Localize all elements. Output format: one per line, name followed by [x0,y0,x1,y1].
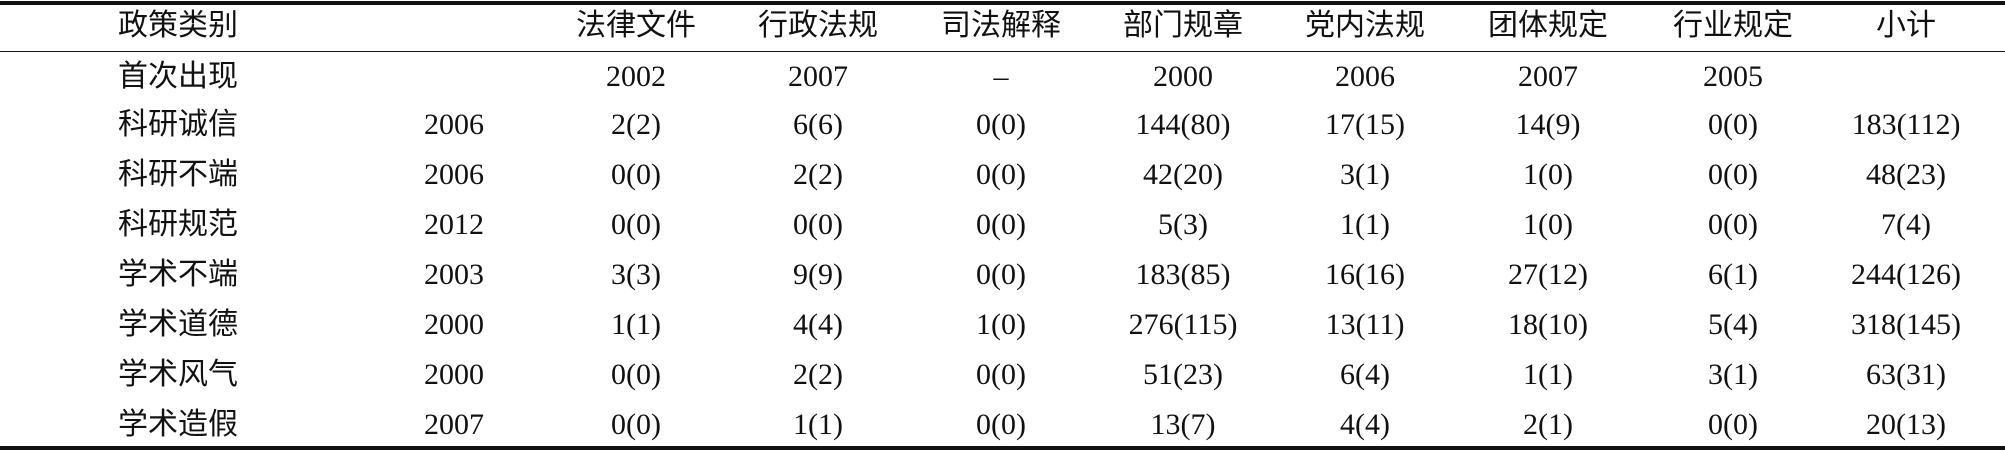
cell: 20(13) [1866,408,1946,441]
cell: 2(1) [1523,408,1573,441]
cell: 4(4) [793,308,843,341]
row-label: 学术风气 [118,358,238,391]
cell: 48(23) [1866,158,1946,191]
cell: 3(1) [1708,358,1758,391]
row-label: 学术造假 [118,408,238,441]
row-label: 学术不端 [118,258,238,291]
cell: 13(11) [1325,308,1405,341]
cell: 1(1) [793,408,843,441]
cell: 1(0) [1523,208,1573,241]
cell: 14(9) [1515,108,1581,141]
row-label: 首次出现 [118,60,238,93]
cell: 0(0) [793,208,843,241]
year-cell: 2007 [424,408,484,441]
cell: 0(0) [1708,158,1758,191]
cell: 4(4) [1340,408,1390,441]
cell: 1(1) [611,308,661,341]
cell: 2007 [1518,60,1578,93]
year-cell: 2012 [424,208,484,241]
cell: 2(2) [793,158,843,191]
cell: 0(0) [611,158,661,191]
cell: 0(0) [1708,208,1758,241]
bottom-rule [0,446,2005,450]
cell: 7(4) [1881,208,1931,241]
header-label: 政策类别 [118,9,238,42]
cell: 183(112) [1851,108,1961,141]
cell: 0(0) [1708,408,1758,441]
cell: 0(0) [1708,108,1758,141]
cell: 0(0) [976,408,1026,441]
row-label: 学术道德 [118,308,238,341]
column-header: 司法解释 [941,9,1061,42]
cell: 1(0) [1523,158,1573,191]
row-label: 科研规范 [118,208,238,241]
cell: 17(15) [1325,108,1405,141]
cell: 6(4) [1340,358,1390,391]
cell: 0(0) [976,108,1026,141]
cell: 0(0) [976,208,1026,241]
cell: 3(1) [1340,158,1390,191]
cell: 5(4) [1708,308,1758,341]
cell: 6(1) [1708,258,1758,291]
cell: 318(145) [1851,308,1961,341]
column-header: 法律文件 [576,9,696,42]
year-cell: 2006 [424,158,484,191]
cell: 2000 [1153,60,1213,93]
cell: 2006 [1335,60,1395,93]
year-cell: 2003 [424,258,484,291]
cell: 0(0) [611,208,661,241]
row-label: 科研诚信 [118,108,238,141]
cell: 2(2) [793,358,843,391]
cell: 0(0) [976,258,1026,291]
cell: 6(6) [793,108,843,141]
column-header: 小计 [1876,9,1936,42]
cell: 2(2) [611,108,661,141]
column-header: 部门规章 [1123,9,1243,42]
cell: 9(9) [793,258,843,291]
cell: 5(3) [1158,208,1208,241]
column-header: 党内法规 [1305,9,1425,42]
year-cell: 2006 [424,108,484,141]
cell: 1(0) [976,308,1026,341]
cell: 18(10) [1508,308,1588,341]
header-rule [0,51,2005,52]
column-header: 行业规定 [1673,9,1793,42]
year-cell: 2000 [424,308,484,341]
cell: 0(0) [976,158,1026,191]
cell: 276(115) [1128,308,1238,341]
year-cell: 2000 [424,358,484,391]
cell: 1(1) [1340,208,1390,241]
cell: 1(1) [1523,358,1573,391]
column-header: 团体规定 [1488,9,1608,42]
cell: 244(126) [1851,258,1961,291]
cell: 2007 [788,60,848,93]
cell: 2002 [606,60,666,93]
cell: 27(12) [1508,258,1588,291]
column-header: 行政法规 [758,9,878,42]
row-label: 科研不端 [118,158,238,191]
cell: 13(7) [1150,408,1216,441]
top-rule [0,1,2005,5]
cell: – [993,60,1009,93]
cell: 0(0) [611,408,661,441]
cell: 183(85) [1135,258,1231,291]
cell: 63(31) [1866,358,1946,391]
cell: 2005 [1703,60,1763,93]
cell: 16(16) [1325,258,1405,291]
cell: 0(0) [976,358,1026,391]
cell: 144(80) [1135,108,1231,141]
cell: 3(3) [611,258,661,291]
cell: 0(0) [611,358,661,391]
cell: 51(23) [1143,358,1223,391]
cell: 42(20) [1143,158,1223,191]
